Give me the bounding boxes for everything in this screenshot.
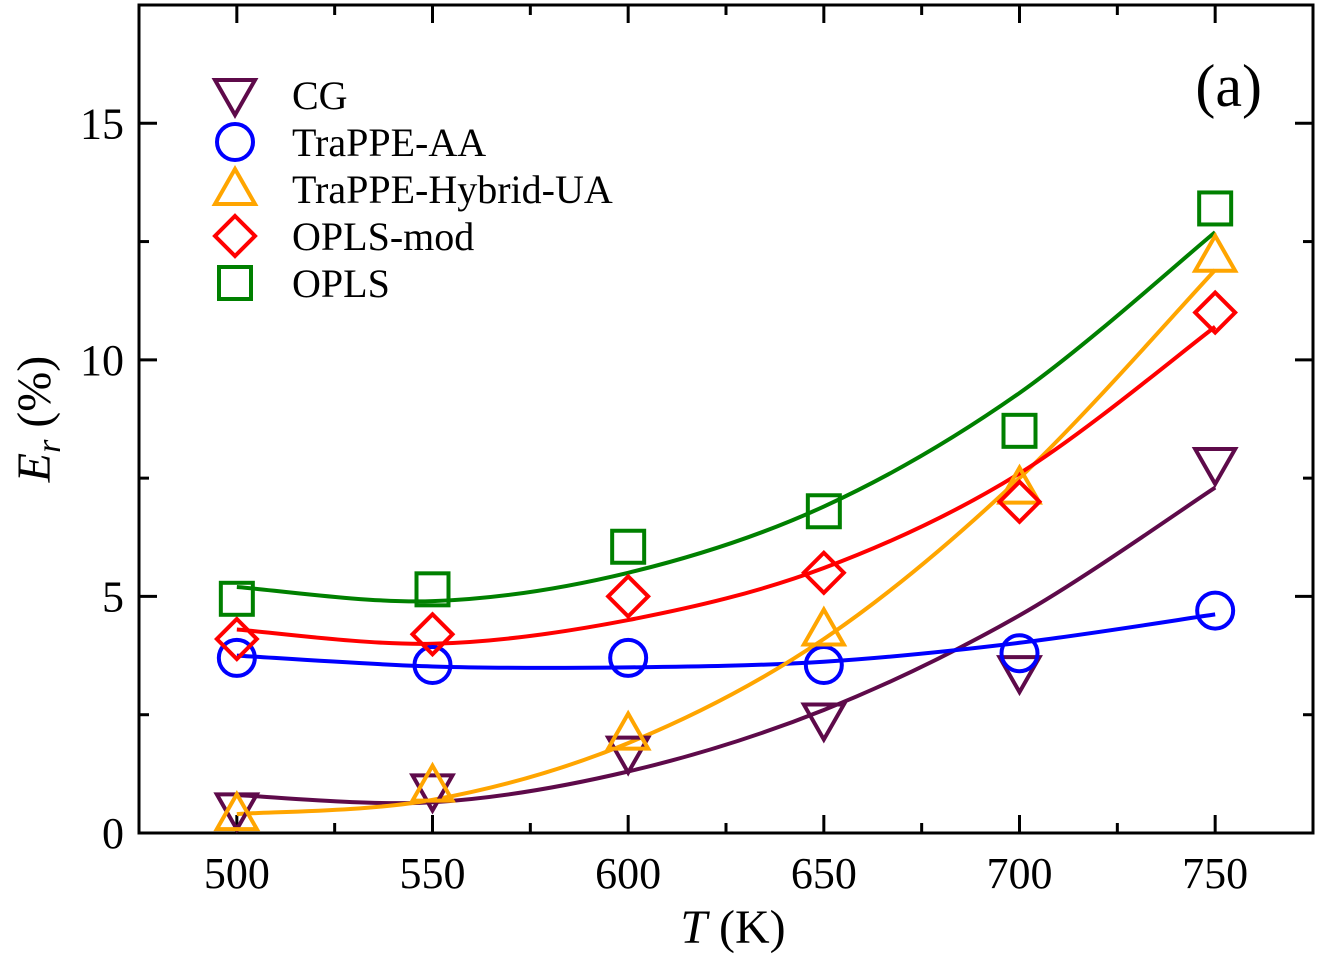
- y-tick-label: 5: [102, 572, 124, 621]
- x-axis-unit: (K): [707, 901, 786, 954]
- data-point-trappe-hybrid-ua: [800, 605, 848, 647]
- x-tick-label: 700: [987, 849, 1053, 898]
- x-tick-label: 750: [1182, 849, 1248, 898]
- data-point-opls-mod: [996, 478, 1043, 525]
- data-point-cg: [409, 773, 456, 815]
- x-tick-label: 500: [204, 849, 270, 898]
- y-axis-subscript: r: [31, 439, 68, 453]
- data-markers: [213, 190, 1239, 834]
- data-point-opls: [218, 580, 255, 617]
- data-point-opls: [1197, 190, 1234, 227]
- data-point-opls-mod: [214, 616, 260, 662]
- data-point-opls: [610, 528, 647, 565]
- data-point-trappe-aa: [1195, 590, 1236, 631]
- data-point-opls-mod: [1192, 289, 1238, 336]
- fit-curves: [236, 230, 1217, 817]
- x-axis-title: T (K): [680, 901, 785, 954]
- fit-curve-cg: [236, 485, 1217, 806]
- y-axis-title: Er (%): [8, 356, 68, 484]
- data-point-trappe-aa: [608, 637, 649, 678]
- data-point-cg: [800, 702, 848, 744]
- data-point-trappe-hybrid-ua: [996, 463, 1043, 505]
- legend-marker-cg: [211, 78, 259, 120]
- legend-label: OPLS-mod: [292, 214, 474, 259]
- y-tick-label: 0: [102, 809, 124, 858]
- fit-curve-trappe-hybrid-ua: [236, 268, 1217, 817]
- data-point-cg: [996, 655, 1043, 697]
- legend-label: CG: [292, 73, 348, 118]
- data-point-cg: [1191, 446, 1239, 488]
- legend-label: OPLS: [292, 261, 390, 306]
- axis-ticks: 500 550 600 650 700 750 0 5 10 15: [80, 5, 1313, 898]
- data-point-trappe-hybrid-ua: [409, 761, 456, 803]
- data-point-opls-mod: [605, 573, 651, 620]
- data-point-cg: [604, 735, 652, 777]
- data-point-opls: [1001, 412, 1038, 449]
- legend-label: TraPPE-Hybrid-UA: [292, 167, 613, 212]
- legend-marker-opls-mod: [212, 213, 258, 259]
- x-axis-symbol: T: [680, 901, 710, 954]
- x-tick-label: 650: [791, 849, 857, 898]
- data-point-trappe-aa: [803, 645, 844, 686]
- fit-curve-opls-mod: [236, 325, 1217, 646]
- legend-label: TraPPE-AA: [292, 120, 486, 165]
- panel-label: (a): [1195, 53, 1262, 119]
- fit-curve-opls: [236, 230, 1217, 604]
- legend-marker-trappe-hybrid-ua: [211, 164, 259, 206]
- legend-marker-opls: [217, 265, 253, 301]
- legend-marker-trappe-aa: [215, 122, 255, 162]
- data-point-opls-mod: [801, 549, 847, 596]
- y-tick-label: 15: [80, 99, 124, 148]
- fit-curve-trappe-aa: [236, 612, 1216, 670]
- y-axis-unit: (%): [8, 356, 61, 440]
- data-point-opls-mod: [409, 611, 456, 658]
- data-point-trappe-aa: [999, 633, 1040, 674]
- data-point-trappe-hybrid-ua: [1191, 231, 1239, 273]
- data-point-opls: [805, 493, 842, 530]
- data-point-opls: [414, 571, 451, 608]
- x-tick-label: 550: [400, 849, 466, 898]
- data-point-trappe-aa: [412, 645, 453, 686]
- y-axis-symbol: E: [8, 453, 61, 483]
- x-tick-label: 600: [595, 849, 661, 898]
- y-tick-label: 10: [80, 336, 124, 385]
- data-point-trappe-hybrid-ua: [213, 790, 261, 832]
- data-point-trappe-aa: [216, 637, 257, 678]
- data-point-trappe-hybrid-ua: [604, 709, 652, 751]
